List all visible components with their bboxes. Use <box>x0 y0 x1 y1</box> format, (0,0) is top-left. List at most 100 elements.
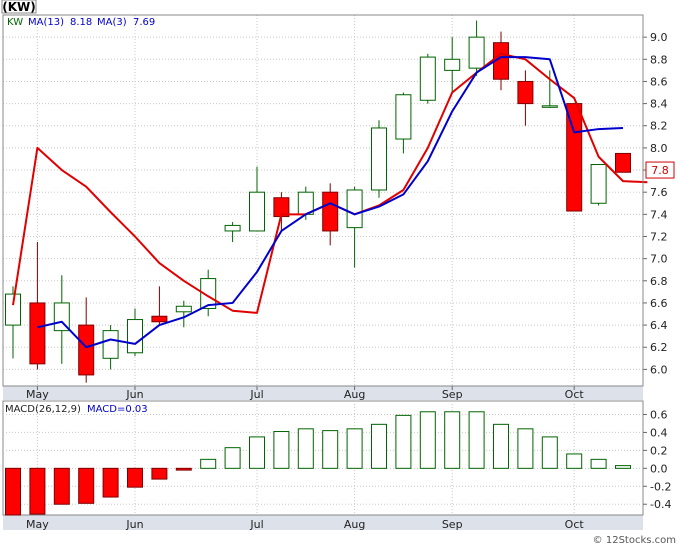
macd-tick-label: 0.4 <box>650 426 668 439</box>
price-tick-label: 7.4 <box>650 208 668 221</box>
date-tick-label: Sep <box>442 388 463 401</box>
macd-bar <box>127 467 143 488</box>
candle-body <box>444 58 461 71</box>
date-axis-band-lower <box>3 515 643 530</box>
legend-item: KW <box>7 17 23 28</box>
candle-body <box>151 315 168 323</box>
macd-bar <box>273 431 290 469</box>
price-tick-label: 7.2 <box>650 230 668 243</box>
macd-panel-border <box>2 400 644 516</box>
legend-item: 8.18 <box>70 17 92 28</box>
price-tick-label: 8.6 <box>650 75 668 88</box>
copyright-footer: © 12Stocks.com <box>593 535 676 546</box>
macd-date-tick-label: Sep <box>442 518 463 531</box>
candle-body <box>541 105 558 108</box>
price-tick-label: 6.8 <box>650 275 668 288</box>
candle-body <box>590 164 607 204</box>
macd-bar <box>102 467 119 498</box>
macd-bar <box>224 447 241 469</box>
date-tick-label: May <box>26 388 49 401</box>
date-tick-label: Jul <box>249 388 263 401</box>
ma3-line <box>12 52 648 314</box>
last-price-label: 7.8 <box>651 164 669 177</box>
macd-bar <box>322 430 339 469</box>
price-tick-label: 7.0 <box>650 253 668 266</box>
price-tick-label: 8.0 <box>650 142 668 155</box>
macd-bar <box>53 467 70 505</box>
candle-body <box>5 293 21 326</box>
macd-value-label: MACD=0.03 <box>87 404 148 415</box>
macd-bar <box>468 411 485 469</box>
legend-item: MA(13) <box>28 17 64 28</box>
macd-label: MACD(26,12,9) <box>5 404 81 415</box>
macd-bar <box>517 428 534 469</box>
candle-body <box>615 152 631 173</box>
date-axis-band <box>3 386 643 400</box>
macd-bar <box>419 411 436 469</box>
macd-bar <box>297 428 314 469</box>
macd-bar <box>5 467 21 516</box>
macd-tick-label: -0.4 <box>650 498 671 511</box>
candle-body <box>224 224 241 232</box>
symbol-title: (KW) <box>2 0 36 14</box>
candle-body <box>395 94 412 140</box>
macd-bar <box>444 411 461 469</box>
ma13-line <box>37 56 624 349</box>
candle-body <box>371 127 387 191</box>
macd-bar <box>493 423 509 469</box>
macd-bar <box>29 467 46 515</box>
macd-tick-label: 0.6 <box>650 408 668 421</box>
candle-body <box>175 305 192 313</box>
price-tick-label: 9.0 <box>650 31 668 44</box>
price-tick-label: 6.6 <box>650 297 668 310</box>
date-tick-label: Oct <box>565 388 585 401</box>
candle-body <box>249 191 265 232</box>
candle-body <box>419 56 436 101</box>
price-panel-border <box>2 14 644 387</box>
macd-date-tick-label: Oct <box>565 518 585 531</box>
price-tick-label: 8.4 <box>650 98 668 111</box>
symbol-box <box>1 0 37 14</box>
macd-bar <box>615 465 631 469</box>
macd-bar <box>346 428 363 469</box>
candle-body <box>102 330 119 359</box>
macd-date-tick-label: Jun <box>125 518 143 531</box>
price-tick-label: 6.2 <box>650 341 668 354</box>
macd-date-tick-label: Aug <box>344 518 365 531</box>
macd-tick-label: -0.2 <box>650 480 671 493</box>
candle-body <box>127 319 143 354</box>
macd-bar <box>590 458 607 469</box>
macd-bar <box>249 436 265 469</box>
candle-body <box>517 80 534 105</box>
candle-body <box>53 302 70 332</box>
macd-date-tick-label: May <box>26 518 49 531</box>
price-tick-label: 8.2 <box>650 120 668 133</box>
legend-item: MA(3) <box>97 17 127 28</box>
price-tick-label: 7.6 <box>650 186 668 199</box>
candle-body <box>78 324 95 376</box>
macd-bar <box>200 458 217 469</box>
macd-tick-label: 0.2 <box>650 444 668 457</box>
macd-bar <box>175 467 192 471</box>
macd-bar <box>395 414 412 469</box>
candle-body <box>322 191 339 232</box>
macd-bar <box>78 467 95 504</box>
candle-body <box>200 278 217 309</box>
price-tick-label: 8.8 <box>650 53 668 66</box>
candle-body <box>29 302 46 365</box>
date-tick-label: Jun <box>125 388 143 401</box>
macd-bar <box>566 453 583 469</box>
macd-bar <box>151 467 168 480</box>
candle-body <box>566 103 583 212</box>
candle-body <box>468 36 485 69</box>
macd-bar <box>541 436 558 469</box>
macd-bar <box>371 423 387 469</box>
date-tick-label: Aug <box>344 388 365 401</box>
last-price-box <box>645 161 675 179</box>
price-tick-label: 6.4 <box>650 319 668 332</box>
legend-item: 7.69 <box>133 17 155 28</box>
candle-body <box>346 189 363 229</box>
macd-tick-label: 0.0 <box>650 462 668 475</box>
